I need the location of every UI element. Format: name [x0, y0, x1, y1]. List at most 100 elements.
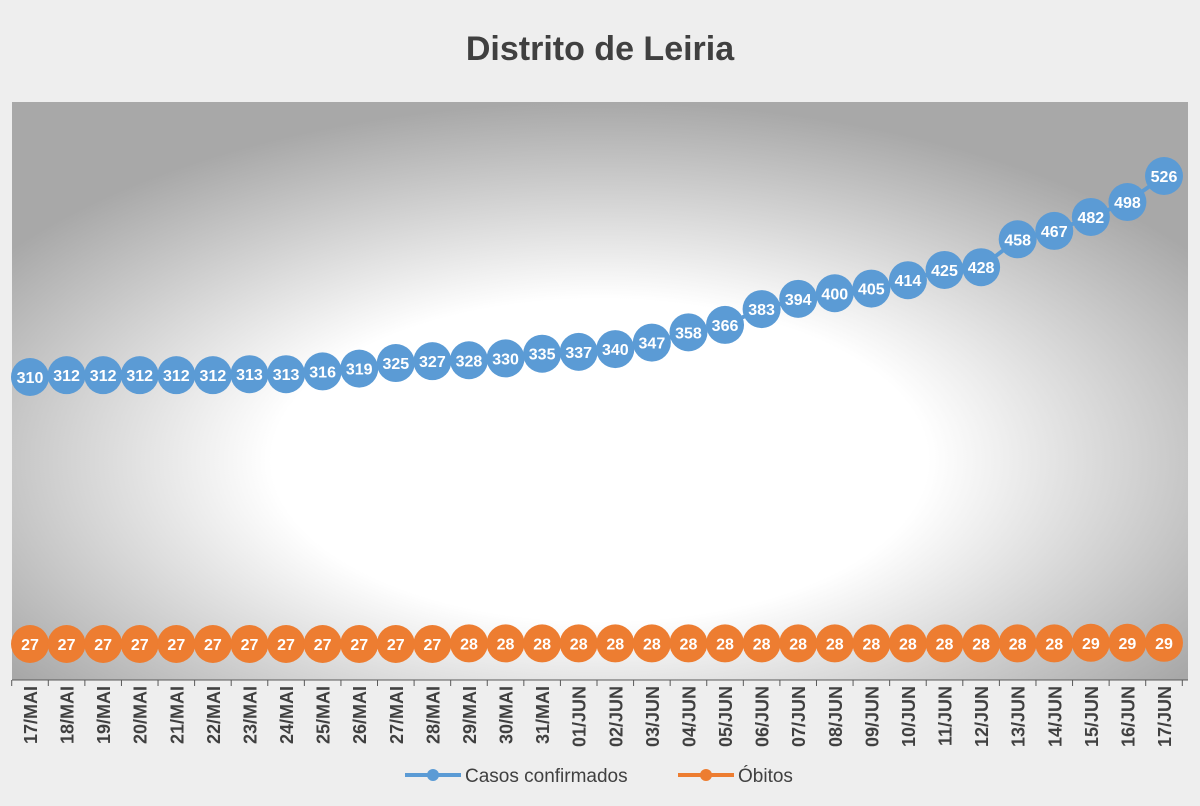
data-point — [815, 624, 854, 663]
data-label: 27 — [423, 637, 441, 654]
data-label: 310 — [17, 370, 44, 387]
data-point — [267, 625, 306, 663]
data-point — [193, 625, 232, 663]
data-label: 27 — [241, 637, 259, 654]
legend-swatch-marker — [700, 769, 712, 781]
x-tick-label: 17/MAI — [21, 686, 41, 744]
x-tick-label: 14/JUN — [1045, 686, 1065, 747]
data-point — [120, 356, 159, 395]
data-label: 27 — [167, 637, 185, 654]
data-label: 27 — [277, 637, 295, 654]
data-point — [230, 625, 269, 663]
data-point — [267, 355, 306, 394]
data-point — [1108, 183, 1147, 222]
data-label: 29 — [1155, 636, 1173, 653]
data-point — [11, 358, 49, 396]
data-label: 312 — [90, 368, 117, 385]
data-label: 337 — [565, 345, 592, 362]
data-point — [193, 356, 232, 395]
data-label: 27 — [131, 637, 149, 654]
legend-swatch-marker — [427, 769, 439, 781]
data-label: 340 — [602, 342, 629, 359]
data-label: 405 — [858, 282, 885, 299]
data-label: 467 — [1041, 224, 1068, 241]
data-point — [486, 339, 525, 378]
data-point — [998, 220, 1037, 259]
data-label: 28 — [862, 636, 880, 653]
data-point — [998, 624, 1037, 663]
data-label: 28 — [789, 636, 807, 653]
legend-item: Óbitos — [678, 765, 793, 787]
x-tick-label: 04/JUN — [679, 686, 699, 747]
data-label: 312 — [53, 368, 80, 385]
data-label: 526 — [1151, 169, 1178, 186]
data-label: 428 — [968, 260, 995, 277]
data-point — [1145, 157, 1183, 195]
data-point — [669, 624, 708, 663]
data-point — [779, 279, 818, 318]
data-point — [449, 341, 488, 380]
x-tick-label: 15/JUN — [1082, 686, 1102, 747]
x-tick-label: 30/MAI — [497, 686, 517, 744]
data-point — [340, 625, 379, 663]
x-tick-label: 25/MAI — [314, 686, 334, 744]
data-point — [486, 624, 525, 663]
x-tick-label: 27/MAI — [387, 686, 407, 744]
data-point — [1035, 211, 1074, 250]
x-tick-label: 03/JUN — [643, 686, 663, 747]
x-tick-label: 20/MAI — [131, 686, 151, 744]
data-point — [157, 625, 196, 663]
data-point — [523, 334, 562, 373]
data-label: 27 — [314, 637, 332, 654]
data-label: 312 — [200, 368, 227, 385]
x-tick-label: 22/MAI — [204, 686, 224, 744]
data-point — [303, 625, 342, 663]
data-point — [815, 274, 854, 313]
data-label: 394 — [785, 292, 812, 309]
data-point — [1071, 623, 1110, 662]
data-point — [888, 624, 927, 663]
data-label: 414 — [895, 273, 922, 290]
data-point — [11, 625, 49, 663]
data-point — [669, 313, 708, 352]
data-point — [413, 625, 452, 663]
data-label: 28 — [1045, 636, 1063, 653]
data-label: 28 — [643, 636, 661, 653]
data-label: 347 — [639, 336, 666, 353]
x-axis: 17/MAI 18/MAI 19/MAI 20/MAI 21/MAI 22/MAI 23/M… — [11, 679, 1188, 747]
x-tick-label: 02/JUN — [606, 686, 626, 747]
series-casos-confirmados: 310 312 312 312 312 312 313 313 316 319 325 327 328 3… — [11, 157, 1183, 396]
x-tick-label: 23/MAI — [240, 686, 260, 744]
x-tick-label: 08/JUN — [826, 686, 846, 747]
x-tick-label: 19/MAI — [94, 686, 114, 744]
data-label: 28 — [533, 636, 551, 653]
x-tick-label: 31/MAI — [533, 686, 553, 744]
data-point — [230, 355, 269, 394]
data-point — [413, 342, 452, 381]
data-label: 28 — [497, 636, 515, 653]
legend-label: Casos confirmados — [465, 766, 628, 787]
data-label: 28 — [460, 636, 478, 653]
data-point — [157, 356, 196, 395]
data-point — [706, 305, 745, 344]
data-label: 28 — [680, 636, 698, 653]
data-point — [84, 625, 123, 663]
x-tick-label: 18/MAI — [58, 686, 78, 744]
x-tick-label: 12/JUN — [972, 686, 992, 747]
data-label: 27 — [387, 637, 405, 654]
data-point — [559, 624, 598, 663]
data-point — [376, 344, 415, 383]
data-point — [852, 269, 891, 308]
plot-area — [12, 102, 1188, 680]
data-label: 458 — [1004, 232, 1031, 249]
data-label: 28 — [606, 636, 624, 653]
x-tick-label: 07/JUN — [789, 686, 809, 747]
data-point — [47, 356, 86, 395]
data-point — [120, 625, 159, 663]
x-tick-label: 17/JUN — [1155, 686, 1175, 747]
data-label: 316 — [309, 364, 336, 381]
data-label: 425 — [931, 263, 958, 280]
data-label: 358 — [675, 325, 702, 342]
x-tick-label: 16/JUN — [1118, 686, 1138, 747]
